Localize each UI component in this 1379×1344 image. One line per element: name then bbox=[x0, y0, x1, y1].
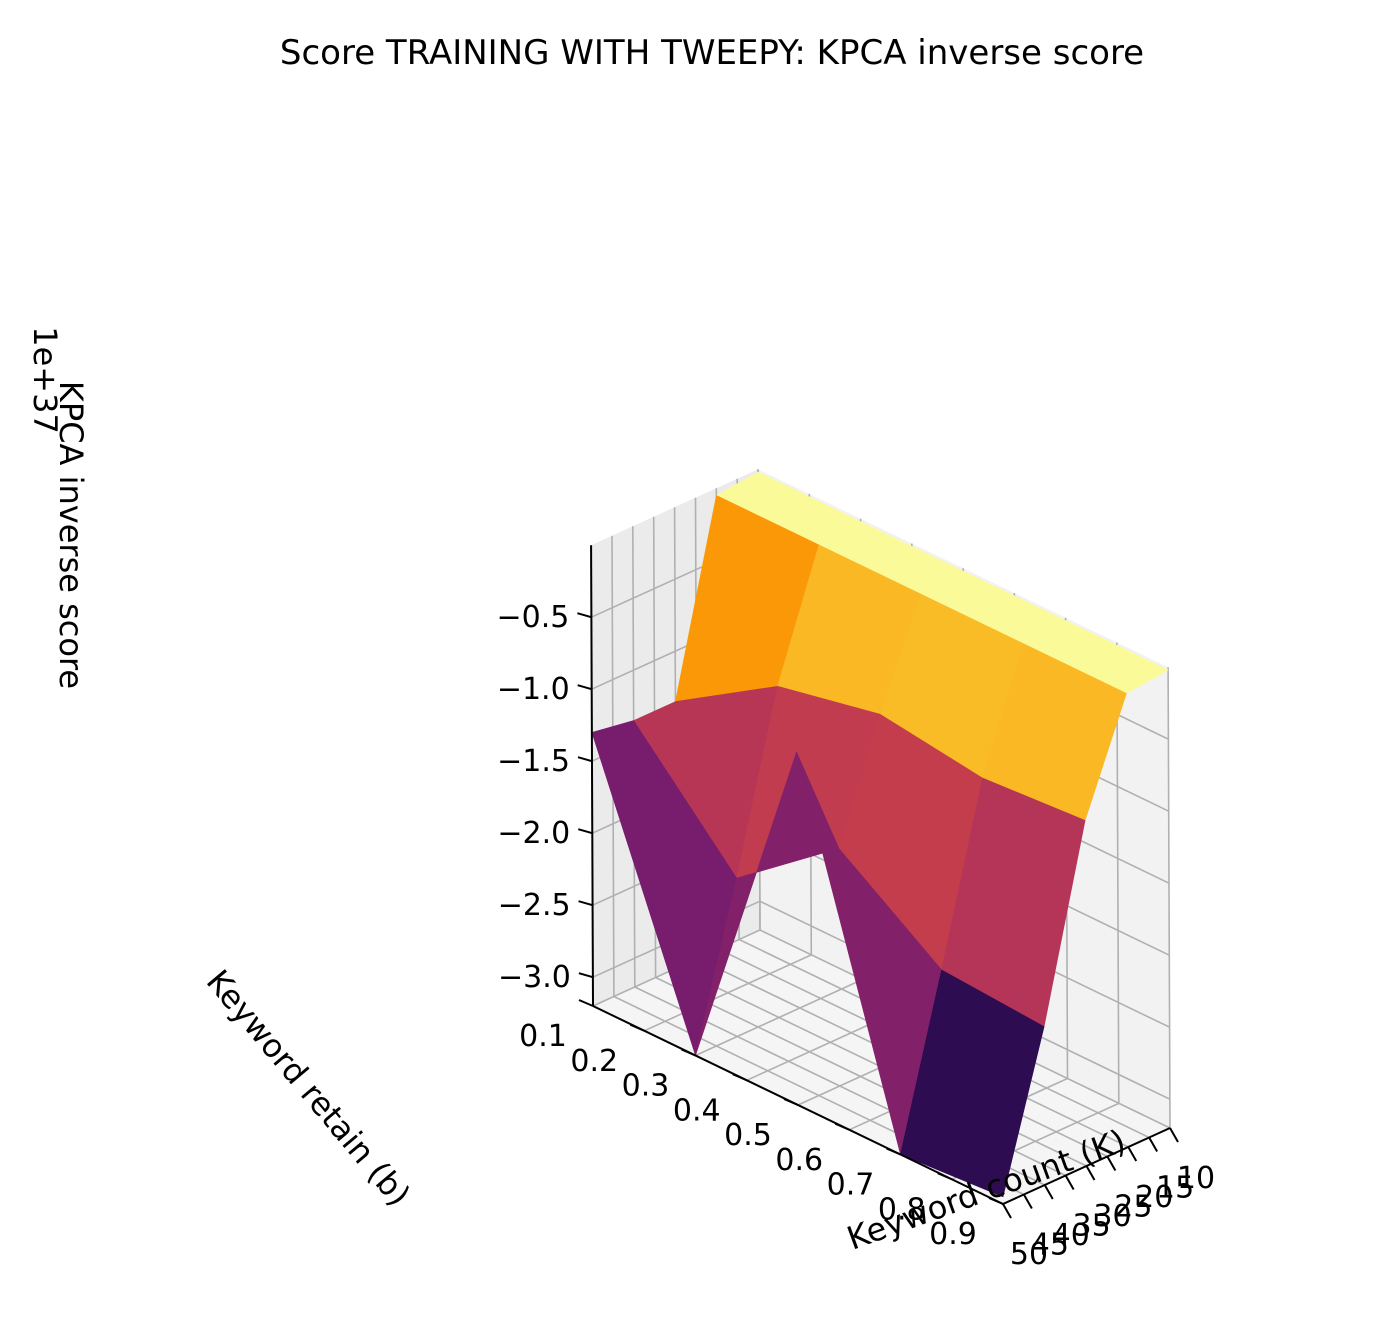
y-tick bbox=[988, 1197, 1004, 1205]
x-tick-label: 20 bbox=[1135, 1180, 1173, 1215]
x-tick bbox=[1169, 1127, 1179, 1143]
y-tick-label: 0.2 bbox=[570, 1044, 618, 1079]
y-tick-label: 0.8 bbox=[878, 1192, 926, 1227]
chart-title: Score TRAINING WITH TWEEPY: KPCA inverse… bbox=[280, 33, 1144, 73]
x-tick bbox=[1002, 1203, 1012, 1219]
surface-facet bbox=[900, 969, 1045, 1198]
y-tick-label: 0.7 bbox=[827, 1168, 875, 1203]
x-tick-label: 25 bbox=[1114, 1190, 1152, 1225]
z-tick bbox=[578, 900, 593, 907]
z-tick bbox=[577, 756, 593, 763]
x-tick bbox=[1064, 1175, 1075, 1190]
x-tick-label: 10 bbox=[1177, 1161, 1215, 1196]
surface bbox=[591, 471, 1169, 1198]
x-tick bbox=[1148, 1137, 1158, 1152]
x-tick bbox=[1106, 1156, 1117, 1171]
z-tick-label: −0.5 bbox=[497, 600, 570, 635]
x-tick bbox=[1043, 1184, 1054, 1200]
y-tick-label: 0.5 bbox=[724, 1118, 772, 1153]
y-tick-label: 0.6 bbox=[775, 1143, 823, 1178]
z-tick bbox=[577, 684, 592, 691]
y-axis-label: Keyword retain (b) bbox=[199, 962, 418, 1213]
x-tick-label: 35 bbox=[1073, 1209, 1111, 1244]
z-tick-label: −2.5 bbox=[498, 888, 571, 923]
x-tick bbox=[1127, 1146, 1138, 1162]
x-tick bbox=[1085, 1165, 1096, 1181]
x-tick bbox=[1023, 1194, 1033, 1209]
y-tick bbox=[732, 1073, 748, 1082]
y-tick-label: 0.3 bbox=[622, 1069, 670, 1104]
y-tick bbox=[783, 1098, 799, 1106]
y-tick bbox=[578, 999, 594, 1007]
y-tick bbox=[937, 1172, 953, 1181]
z-tick-label: −1.5 bbox=[497, 744, 570, 779]
y-tick-label: 0.1 bbox=[519, 1019, 567, 1054]
y-tick-label: 0.9 bbox=[929, 1217, 977, 1252]
z-offset-text: 1e+37 bbox=[26, 326, 64, 434]
x-tick-label: 15 bbox=[1156, 1171, 1194, 1206]
y-tick bbox=[681, 1048, 696, 1057]
z-axis-line bbox=[590, 545, 594, 1007]
z-tick-label: −1.0 bbox=[497, 672, 570, 707]
x-tick-label: 50 bbox=[1010, 1237, 1048, 1272]
z-tick-label: −2.0 bbox=[497, 816, 570, 851]
z-axis-label: KPCA inverse score bbox=[52, 381, 90, 689]
x-tick-label: 30 bbox=[1093, 1199, 1131, 1234]
x-tick-label: 40 bbox=[1052, 1218, 1090, 1253]
y-tick bbox=[886, 1147, 901, 1156]
y-tick-label: 0.4 bbox=[673, 1093, 721, 1128]
y-tick bbox=[629, 1023, 645, 1032]
z-tick-label: −3.0 bbox=[498, 960, 571, 995]
z-tick bbox=[577, 612, 592, 619]
y-tick bbox=[834, 1122, 850, 1131]
ticks: 1015202530354045500.10.20.30.40.50.60.70… bbox=[497, 600, 1216, 1272]
x-tick-label: 45 bbox=[1031, 1228, 1069, 1263]
z-tick bbox=[578, 972, 594, 979]
z-tick bbox=[578, 828, 593, 835]
